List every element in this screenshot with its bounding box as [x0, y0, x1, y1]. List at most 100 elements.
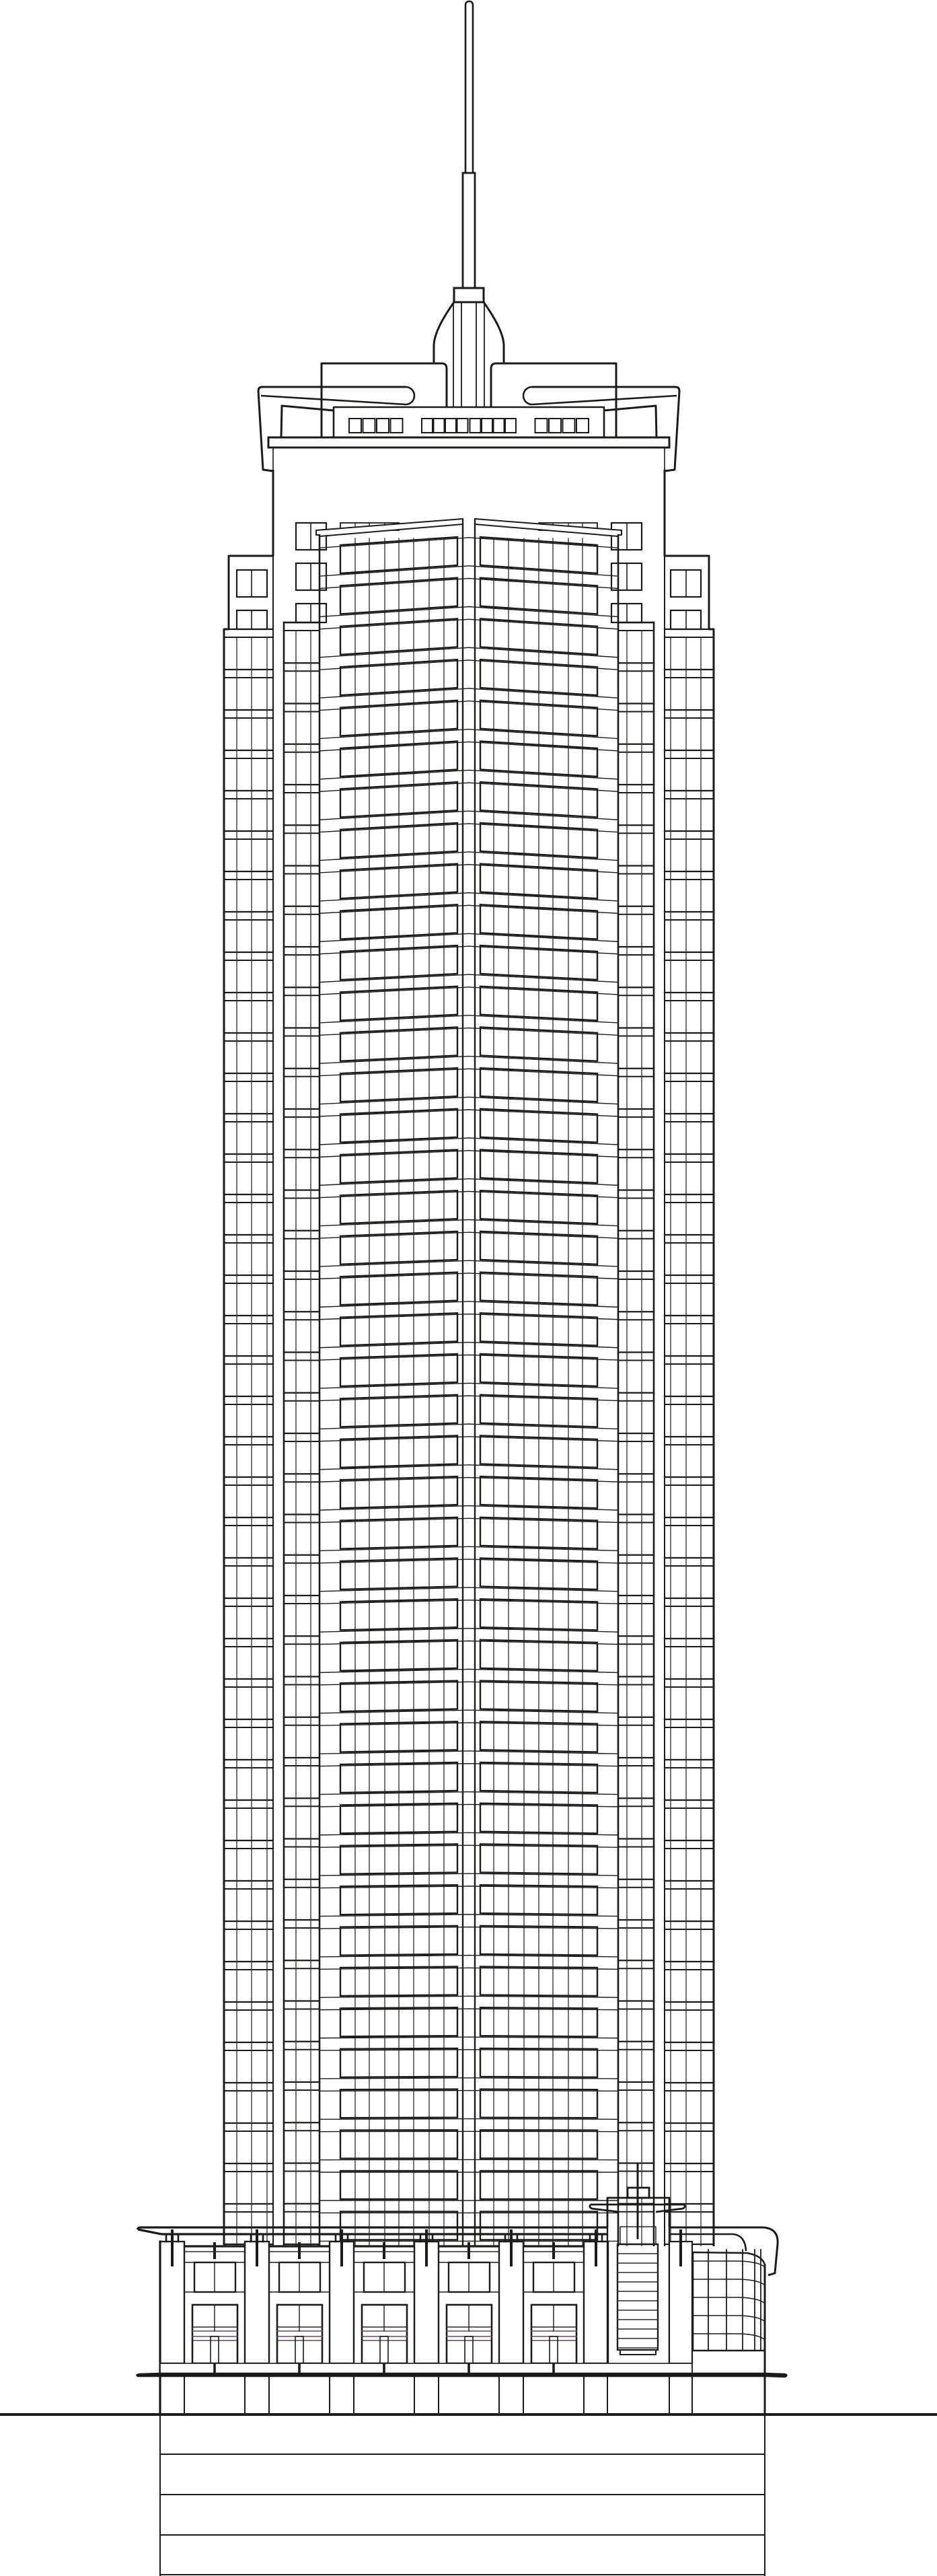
ground-line	[0, 2413, 937, 2416]
spandrel-line	[474, 1517, 619, 1524]
spandrel-line	[474, 1791, 619, 1795]
spandrel-line	[474, 782, 619, 792]
spandrel-line	[319, 1763, 463, 1767]
tower-right-half	[468, 470, 715, 2246]
spire-base-block	[453, 287, 485, 303]
podium	[136, 2162, 788, 2415]
spandrel-line	[319, 1109, 463, 1117]
spandrel-line	[319, 1260, 463, 1267]
spandrel-line	[319, 1464, 463, 1470]
spandrel-line	[474, 1423, 619, 1430]
spandrel-line	[474, 647, 619, 658]
spandrel-line	[319, 619, 463, 630]
spandrel-line	[474, 1914, 619, 1917]
spandrel-line	[319, 1559, 463, 1564]
facade-window-band	[339, 536, 459, 575]
spandrel-line	[319, 742, 463, 752]
facade-window-band	[339, 1312, 459, 1347]
spandrel-line	[474, 974, 619, 983]
tower-outer-wall	[663, 470, 715, 2246]
spandrel-line	[319, 1342, 463, 1349]
spandrel-line	[319, 1028, 463, 1036]
spandrel-line	[319, 1436, 463, 1442]
spine-floor-line	[462, 618, 470, 620]
facade-window-band	[339, 1557, 459, 1591]
spandrel-line	[474, 1137, 619, 1145]
spire-shoulder-curve	[482, 301, 505, 363]
facade-window-band	[339, 1680, 459, 1713]
facade-window-band	[339, 1516, 459, 1550]
spine-floor-line	[462, 729, 470, 731]
spandrel-line	[474, 1301, 619, 1308]
spandrel-line	[319, 933, 463, 942]
facade-window-band	[339, 740, 459, 778]
spandrel-line	[474, 770, 619, 780]
crown-lower-wing	[603, 404, 658, 438]
spandrel-line	[319, 1505, 463, 1511]
spandrel-line	[319, 1068, 463, 1077]
spandrel-line	[319, 1873, 463, 1876]
spandrel-line	[319, 1681, 463, 1686]
spandrel-line	[319, 688, 463, 699]
facade-window-band	[339, 618, 459, 656]
spandrel-line	[319, 1191, 463, 1198]
spandrel-line	[319, 1355, 463, 1361]
facade-window-band	[479, 1149, 599, 1184]
tower-left-half	[223, 470, 470, 2246]
spandrel-line	[474, 1056, 619, 1065]
facade-window-band	[339, 1108, 459, 1143]
spandrel-line	[319, 1015, 463, 1024]
facade-window-band	[479, 1639, 599, 1672]
spine-floor-line	[462, 565, 470, 567]
spandrel-line	[319, 770, 463, 780]
facade-window-band	[479, 2170, 599, 2201]
facade-window-band	[479, 904, 599, 940]
facade-window-band	[339, 699, 459, 737]
spandrel-line	[319, 892, 463, 902]
spandrel-line	[319, 974, 463, 983]
spandrel-line	[474, 823, 619, 833]
facade-window-band	[479, 863, 599, 900]
tower-center	[267, 0, 671, 449]
spandrel-line	[474, 1015, 619, 1024]
spandrel-line	[319, 1669, 463, 1674]
crown-band-window	[534, 418, 548, 433]
crown-upper-block	[320, 362, 448, 437]
spire-shoulder-curve	[433, 301, 455, 363]
crown-lower-wing	[280, 404, 334, 438]
crown-eave-wing	[532, 386, 681, 472]
spandrel-line	[474, 2036, 619, 2039]
facade-window-band	[479, 1271, 599, 1306]
spandrel-line	[319, 1641, 463, 1645]
facade-window-band	[339, 904, 459, 940]
spandrel-line	[319, 1423, 463, 1430]
spandrel-line	[319, 823, 463, 833]
spandrel-line	[319, 1150, 463, 1158]
spandrel-line	[474, 606, 619, 618]
crown-upper-block	[490, 362, 617, 437]
spandrel-line	[319, 701, 463, 711]
spandrel-line	[319, 2077, 463, 2079]
facade-window-band	[479, 1394, 599, 1428]
spandrel-line	[474, 1314, 619, 1320]
spandrel-line	[474, 864, 619, 873]
spandrel-line	[319, 810, 463, 820]
spandrel-line	[474, 905, 619, 914]
spandrel-line	[474, 578, 619, 589]
antenna	[464, 0, 474, 173]
facade-window-band	[339, 1843, 459, 1875]
crown-band-window	[469, 418, 482, 433]
spandrel-line	[319, 1301, 463, 1308]
canopy-curved-end	[669, 2226, 779, 2277]
spine-floor-line	[468, 606, 476, 608]
spandrel-line	[474, 565, 619, 577]
spine-floor-line	[468, 647, 476, 649]
podium-cornice	[136, 2372, 788, 2378]
spandrel-line	[319, 851, 463, 861]
spandrel-line	[319, 1791, 463, 1795]
spandrel-line	[474, 1505, 619, 1511]
facade-window-band	[479, 618, 599, 656]
facade-window-band	[479, 1067, 599, 1103]
facade-window-band	[479, 1598, 599, 1631]
